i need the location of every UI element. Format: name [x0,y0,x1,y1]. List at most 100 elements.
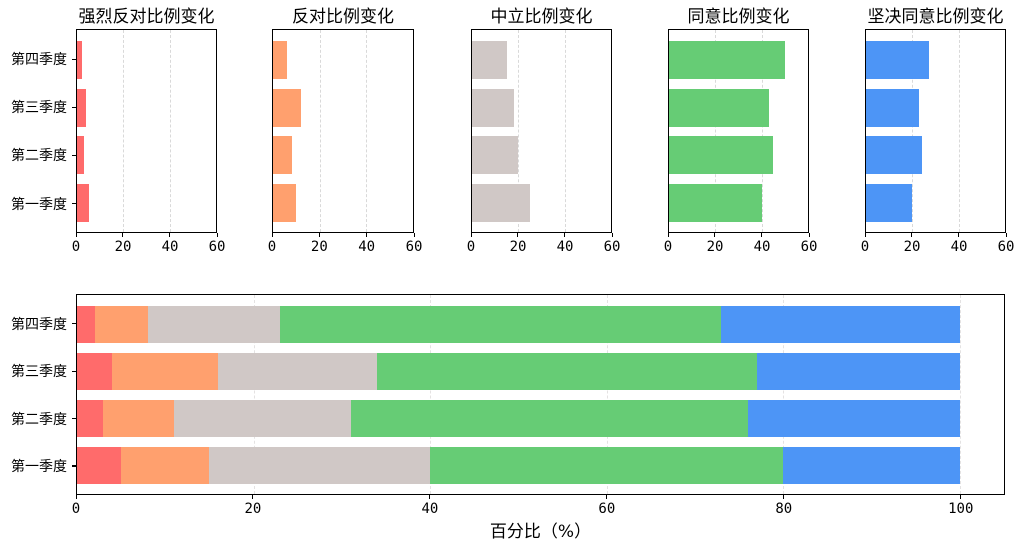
x-tick-mark-20 [714,233,716,237]
subplot-title-oppose: 反对比例变化 [292,7,394,27]
x-axis-ticks: 0 20 40 60 [72,233,225,259]
gridline-x60 [606,295,608,494]
bar-segment-强烈反对-第四季度 [77,305,95,344]
x-tick-label-40: 40 [950,239,968,255]
x-tick-label-60: 60 [598,501,616,517]
y-tick-label: 第四季度 [11,52,67,69]
bar-第四季度 [472,40,507,79]
bar-第二季度 [77,136,84,175]
y-tick-mark [72,370,76,372]
x-tick-label-60: 60 [208,239,226,255]
bar-segment-同意-第三季度 [377,352,757,391]
x-tick-mark-0 [75,495,77,499]
bar-第一季度 [866,183,913,222]
subplot-title-strongly-oppose: 强烈反对比例变化 [78,7,215,27]
gridline-x40 [366,30,368,232]
bar-segment-强烈反对-第二季度 [77,399,104,438]
y-tick-label: 第二季度 [11,148,67,165]
x-tick-label-40: 40 [421,501,439,517]
bar-segment-中立-第二季度 [174,399,351,438]
bar-segment-强烈反对-第三季度 [77,352,113,391]
x-axis-ticks: 0 20 40 60 [861,233,1014,259]
bar-segment-中立-第一季度 [209,446,431,485]
y-tick-mark [72,154,76,157]
bar-segment-同意-第二季度 [350,399,748,438]
bar-segment-反对-第三季度 [112,352,219,391]
x-tick-mark-0 [470,233,472,237]
x-tick-label-0: 0 [663,239,673,255]
gridline-x20 [253,295,255,494]
x-tick-mark-40 [366,233,368,237]
bar-segment-坚决同意-第四季度 [721,305,960,344]
bar-segment-反对-第二季度 [103,399,175,438]
y-tick-mark [72,106,76,108]
x-tick-mark-20 [318,233,320,237]
x-tick-mark-100 [960,495,962,499]
x-tick-mark-20 [122,233,124,237]
gridline-x40 [564,30,566,232]
x-tick-mark-60 [611,233,613,237]
bar-第一季度 [669,183,762,222]
gridline-x40 [169,30,171,232]
subplot-title-agree: 同意比例变化 [687,7,790,27]
x-tick-mark-80 [783,495,785,499]
gridline-x20 [518,30,520,232]
subplot-title-strongly-agree: 坚决同意比例变化 [867,7,1004,27]
x-tick-label-0: 0 [860,239,870,255]
x-tick-mark-0 [864,233,866,237]
x-tick-label-0: 0 [71,239,81,255]
x-tick-mark-0 [271,233,273,237]
y-tick-label: 第一季度 [11,196,67,213]
x-tick-mark-20 [517,233,519,237]
x-tick-label-20: 20 [244,501,262,517]
y-tick-mark [72,323,76,325]
x-tick-mark-60 [606,495,608,499]
gridline-x40 [958,30,960,232]
plot-area-strongly-agree [865,29,1006,233]
x-tick-label-20: 20 [114,239,132,255]
x-tick-label-0: 0 [71,501,81,517]
gridline-x20 [319,30,321,232]
y-axis-labels: 第四季度 第三季度 第二季度 第一季度 [0,294,76,495]
x-tick-label-60: 60 [603,239,621,255]
x-tick-label-40: 40 [358,239,376,255]
gridline-x100 [959,295,961,494]
x-axis-ticks: 0 20 40 60 80 100 [72,495,1005,521]
x-tick-mark-40 [564,233,566,237]
x-tick-mark-60 [216,233,218,237]
plot-area-neutral [471,29,612,233]
plot-area-oppose [272,29,414,233]
bar-第四季度 [866,40,929,79]
y-axis-labels: 第四季度 第三季度 第二季度 第一季度 [0,29,76,233]
bar-第一季度 [77,183,89,222]
x-tick-label-60: 60 [800,239,818,255]
bar-segment-同意-第四季度 [280,305,722,344]
bar-segment-坚决同意-第三季度 [756,352,960,391]
gridline-x20 [123,30,125,232]
bar-第四季度 [77,40,82,79]
x-tick-mark-40 [169,233,171,237]
x-tick-mark-0 [667,233,669,237]
bar-segment-中立-第三季度 [218,352,378,391]
y-tick-label: 第四季度 [11,316,67,333]
x-tick-mark-40 [761,233,763,237]
x-tick-label-100: 100 [948,501,974,517]
y-tick-label: 第三季度 [11,364,67,381]
x-tick-mark-60 [413,233,415,237]
x-tick-label-80: 80 [775,501,793,517]
x-tick-label-20: 20 [903,239,921,255]
bar-第二季度 [866,136,922,175]
x-tick-label-60: 60 [997,239,1015,255]
bar-第二季度 [273,136,292,175]
gridline-x40 [430,295,432,494]
x-tick-label-60: 60 [405,239,423,255]
bar-segment-坚决同意-第一季度 [783,446,960,485]
y-tick-label: 第二季度 [11,411,67,428]
gridline-x20 [715,30,717,232]
x-axis-title: 百分比（%） [489,522,592,542]
bar-segment-中立-第四季度 [147,305,281,344]
plot-area-strongly-oppose [76,29,217,233]
bar-segment-同意-第一季度 [430,446,784,485]
y-tick-mark [72,203,76,205]
bar-第三季度 [866,88,920,127]
